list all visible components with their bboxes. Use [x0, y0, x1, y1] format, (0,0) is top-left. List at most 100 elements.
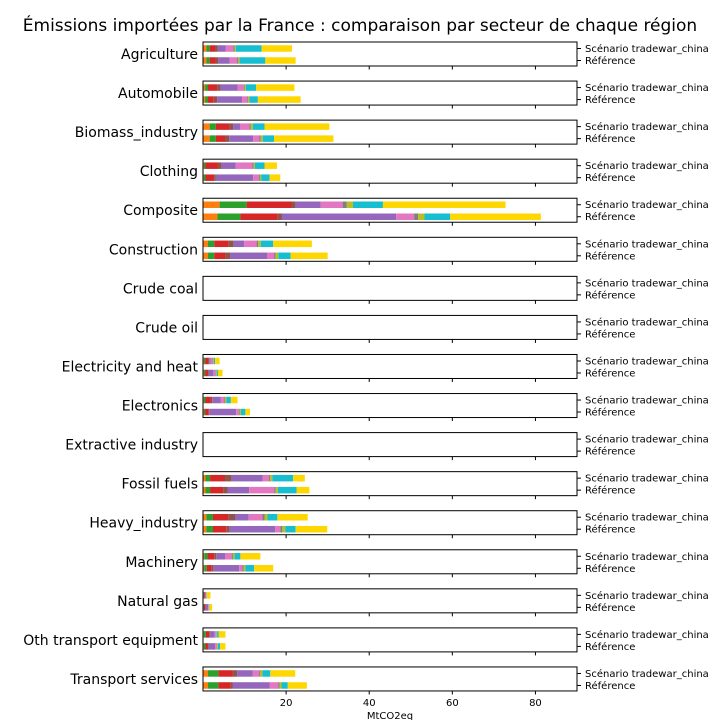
bar-segment [296, 486, 310, 494]
bar-segment [225, 252, 231, 260]
bar-segment [279, 682, 282, 689]
bar-segment [210, 486, 224, 494]
bar-segment [280, 525, 283, 533]
sector-panel: Oth transport equipment Scénario tradewar… [23, 627, 709, 656]
bar-segment [215, 369, 217, 377]
bar-segment [244, 84, 246, 91]
row-label: Référence [585, 446, 635, 458]
bar-segment [266, 252, 275, 260]
bar-segment [256, 84, 295, 91]
bar-segment [205, 592, 206, 599]
row-label: Référence [585, 524, 635, 536]
bar-segment [277, 213, 282, 220]
bar-segment [207, 643, 209, 650]
sector-label: Automobile [118, 86, 198, 102]
bar-segment [320, 201, 343, 208]
bar-segment [205, 174, 215, 181]
bar-segment [290, 252, 328, 260]
bar-segment [231, 553, 233, 560]
bar-segment [217, 84, 221, 91]
bar-segment [203, 45, 207, 52]
bar-segment [208, 357, 210, 365]
bar-segment [207, 670, 219, 677]
x-tick-label: 20 [280, 698, 293, 709]
bar-segment [203, 643, 206, 650]
panel-frame [202, 41, 578, 67]
row-label: Référence [585, 563, 635, 575]
bar-segment [211, 565, 214, 572]
bar-segment [262, 135, 275, 142]
x-tick-label: 40 [363, 698, 376, 709]
sector-panel: Construction Scénario tradewar_chinaRéfér… [109, 236, 709, 265]
row-label: Référence [585, 485, 635, 497]
bar-segment [217, 96, 243, 103]
bar-segment [353, 201, 383, 208]
row-label: Référence [585, 680, 635, 692]
bar-segment [418, 213, 425, 220]
bar-segment [203, 408, 206, 416]
panel-frame [202, 393, 578, 419]
bar-segment [203, 525, 207, 533]
bar-segment [262, 670, 271, 677]
row-label: Scénario tradewar_china [585, 277, 709, 289]
bar-segment [275, 486, 278, 494]
bar-segment [213, 565, 240, 572]
bar-segment [225, 45, 234, 52]
bar-segment [203, 162, 206, 169]
bar-segment [207, 369, 209, 377]
bar-segment [254, 565, 274, 572]
bar-segment [205, 408, 209, 416]
bar-segment [256, 240, 259, 248]
bar-segment [217, 369, 223, 377]
bar-segment [277, 486, 297, 494]
bar-segment [226, 525, 230, 533]
bar-segment [242, 96, 248, 103]
sector-label: Fossil fuels [121, 477, 198, 493]
bar-segment [205, 486, 211, 494]
bar-segment [278, 682, 280, 689]
bar-segment [210, 396, 213, 404]
bar-segment [232, 553, 235, 560]
bar-segment [414, 213, 419, 220]
bar-segment [260, 670, 263, 677]
bar-segment [220, 643, 226, 650]
bar-segment [220, 84, 238, 91]
bar-segment [235, 162, 253, 169]
bar-segment [203, 631, 206, 638]
bar-segment [203, 213, 218, 220]
bar-segment [233, 240, 245, 248]
bar-segment [205, 631, 210, 638]
bar-segment [248, 513, 263, 521]
panel-frame [202, 627, 578, 653]
bar-segment [342, 201, 347, 208]
bar-segment [203, 135, 210, 142]
bar-segment [203, 96, 206, 103]
bar-segment [240, 408, 246, 416]
bar-segment [396, 213, 415, 220]
sector-panel: Machinery Scénario tradewar_chinaRéférenc… [125, 549, 709, 578]
row-label: Scénario tradewar_china [585, 434, 709, 446]
bar-segment [214, 553, 217, 560]
bar-segment [212, 357, 214, 365]
bar-segment [269, 174, 281, 181]
bar-segment [217, 643, 221, 650]
sector-panel: Crude coal Scénario tradewar_chinaRéféren… [123, 275, 709, 304]
bar-segment [212, 525, 227, 533]
bar-segment [262, 513, 265, 521]
bar-segment [209, 408, 237, 416]
bar-segment [237, 84, 244, 91]
bar-segment [236, 408, 239, 416]
bar-segment [215, 643, 217, 650]
panel-frame [202, 549, 578, 575]
bar-segment [275, 252, 279, 260]
row-label: Scénario tradewar_china [585, 199, 709, 211]
bar-segment [217, 213, 241, 220]
bar-segment [214, 631, 216, 638]
panel-frame [202, 158, 578, 184]
bar-segment [217, 162, 222, 169]
bar-segment [238, 408, 240, 416]
bar-segment [205, 474, 211, 482]
sector-panel: Extractive industry Scénario tradewar_chi… [65, 432, 709, 461]
bar-segment [203, 682, 208, 689]
